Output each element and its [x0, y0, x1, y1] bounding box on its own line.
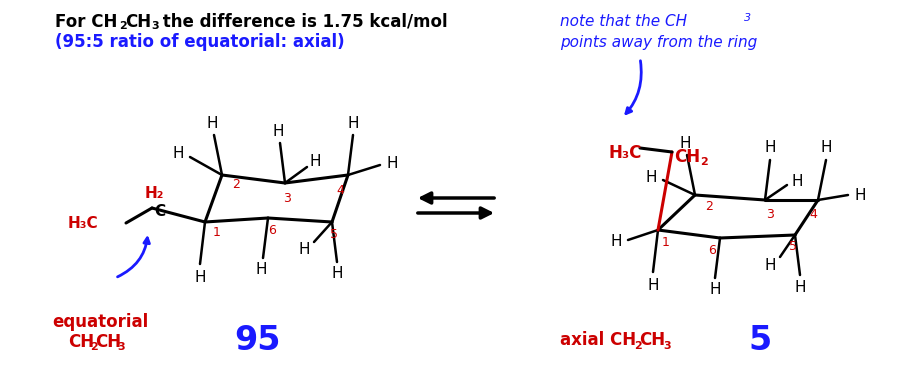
Text: H₂: H₂: [144, 186, 163, 202]
Text: H: H: [855, 188, 866, 202]
Text: 2: 2: [705, 200, 713, 213]
Text: H: H: [791, 174, 802, 190]
Text: 5: 5: [748, 323, 772, 356]
Text: 3: 3: [117, 342, 125, 352]
Text: 2: 2: [90, 342, 97, 352]
Text: 4: 4: [809, 209, 817, 222]
Text: H: H: [710, 282, 721, 298]
Text: H: H: [309, 154, 320, 168]
Text: 3: 3: [151, 21, 159, 31]
Text: 2: 2: [119, 21, 127, 31]
Text: 4: 4: [336, 184, 344, 197]
Text: H: H: [255, 262, 267, 278]
Text: (95:5 ratio of equatorial: axial): (95:5 ratio of equatorial: axial): [55, 33, 344, 51]
Text: 3: 3: [766, 209, 774, 222]
Text: CH: CH: [68, 333, 95, 351]
Text: 3: 3: [663, 341, 671, 351]
Text: axial CH: axial CH: [560, 331, 636, 349]
Text: 5: 5: [330, 227, 338, 241]
Text: 3: 3: [283, 191, 291, 204]
Text: 2: 2: [700, 157, 708, 167]
Text: 6: 6: [708, 243, 716, 257]
Text: note that the CH: note that the CH: [560, 14, 688, 30]
Text: H₃C: H₃C: [608, 144, 642, 162]
Text: H: H: [173, 145, 184, 161]
Text: 1: 1: [662, 236, 670, 248]
Text: 2: 2: [634, 341, 642, 351]
Text: H: H: [298, 243, 309, 257]
Text: H: H: [273, 124, 284, 138]
Text: H: H: [386, 156, 397, 170]
Text: H: H: [207, 115, 218, 131]
Text: H: H: [331, 266, 342, 282]
Text: H: H: [610, 234, 621, 250]
Text: H: H: [765, 257, 776, 273]
Text: H: H: [645, 170, 656, 184]
Text: 6: 6: [268, 223, 276, 236]
Text: equatorial: equatorial: [52, 313, 148, 331]
Text: H: H: [765, 140, 776, 156]
Text: H: H: [679, 135, 690, 151]
Text: CH: CH: [674, 148, 700, 166]
Text: H: H: [794, 280, 806, 294]
Text: H₃C: H₃C: [67, 216, 98, 230]
Text: 1: 1: [213, 225, 221, 239]
Text: points away from the ring: points away from the ring: [560, 34, 757, 50]
Text: 2: 2: [232, 179, 240, 191]
Text: H: H: [195, 269, 206, 284]
Text: For CH: For CH: [55, 13, 118, 31]
Text: CH: CH: [95, 333, 121, 351]
Text: 95: 95: [235, 323, 281, 356]
Text: the difference is 1.75 kcal/mol: the difference is 1.75 kcal/mol: [157, 13, 448, 31]
Text: H: H: [647, 278, 659, 292]
Text: CH: CH: [125, 13, 151, 31]
Text: C: C: [154, 204, 165, 218]
Text: H: H: [821, 140, 832, 156]
Text: CH: CH: [639, 331, 666, 349]
Text: 3: 3: [744, 13, 751, 23]
Text: H: H: [347, 115, 359, 131]
Text: 5: 5: [789, 241, 797, 254]
